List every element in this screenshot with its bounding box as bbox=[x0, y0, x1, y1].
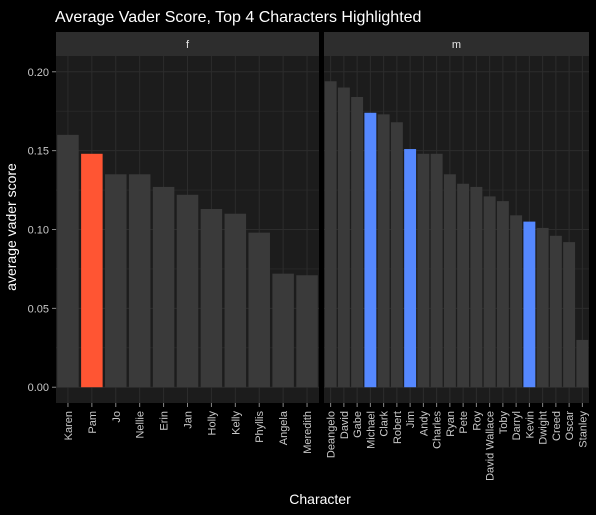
y-tick-label: 0.15 bbox=[28, 146, 49, 158]
bar-ryan bbox=[443, 174, 456, 388]
x-tick-label: Deangelo bbox=[326, 411, 338, 458]
x-tick-label: Stanley bbox=[577, 411, 589, 448]
bar-roy bbox=[470, 186, 483, 388]
bar-nellie bbox=[128, 174, 151, 388]
bar-holly bbox=[200, 208, 223, 388]
y-tick-label: 0.20 bbox=[28, 67, 49, 79]
bar-stanley bbox=[576, 339, 589, 388]
bar-toby bbox=[496, 201, 509, 388]
chart-title: Average Vader Score, Top 4 Characters Hi… bbox=[55, 9, 421, 26]
bar-angela bbox=[272, 273, 294, 388]
x-tick-label: Erin bbox=[159, 411, 171, 431]
x-tick-label: David bbox=[339, 411, 351, 439]
x-tick-label: Pam bbox=[87, 411, 99, 434]
x-tick-label: David Wallace bbox=[485, 411, 497, 481]
bar-andy bbox=[417, 153, 430, 388]
x-tick-label: Gabe bbox=[352, 411, 364, 438]
x-tick-label: Michael bbox=[365, 411, 377, 449]
bar-jim bbox=[404, 149, 417, 388]
bar-kelly bbox=[224, 213, 247, 388]
y-axis-label: average vader score bbox=[3, 163, 19, 291]
x-tick-label: Holly bbox=[206, 411, 218, 436]
bar-david-wallace bbox=[483, 196, 496, 388]
x-tick-label: Kevin bbox=[524, 411, 536, 439]
bar-pete bbox=[457, 183, 470, 388]
bar-karen bbox=[57, 134, 79, 388]
bar-kevin bbox=[523, 221, 536, 388]
x-tick-label: Meredith bbox=[302, 411, 314, 454]
x-tick-label: Roy bbox=[471, 411, 483, 431]
x-tick-label: Jan bbox=[183, 411, 195, 429]
x-tick-label: Charles bbox=[432, 411, 444, 449]
bar-creed bbox=[549, 235, 562, 388]
bar-charles bbox=[430, 153, 443, 388]
bar-erin bbox=[152, 186, 175, 388]
facet-strip-label: f bbox=[186, 39, 190, 51]
x-tick-label: Nellie bbox=[135, 411, 147, 439]
x-tick-label: Dwight bbox=[538, 411, 550, 445]
bar-robert bbox=[390, 122, 403, 388]
x-tick-label: Creed bbox=[551, 411, 563, 441]
bar-oscar bbox=[563, 242, 576, 388]
bar-gabe bbox=[351, 97, 364, 388]
bar-jan bbox=[176, 194, 199, 388]
x-tick-label: Pete bbox=[458, 411, 470, 434]
bar-michael bbox=[364, 112, 377, 388]
x-tick-label: Ryan bbox=[445, 411, 457, 437]
x-tick-label: Kelly bbox=[230, 411, 242, 435]
bar-deangelo bbox=[324, 81, 337, 388]
bar-phyllis bbox=[248, 232, 270, 388]
facet-strip-m bbox=[324, 32, 589, 56]
x-tick-label: Andy bbox=[418, 411, 430, 437]
bar-jo bbox=[105, 174, 127, 388]
bar-dwight bbox=[536, 227, 549, 388]
y-tick-label: 0.10 bbox=[28, 225, 49, 237]
bar-darryl bbox=[510, 215, 523, 388]
x-tick-label: Robert bbox=[392, 411, 404, 444]
x-axis-label: Character bbox=[289, 491, 351, 507]
y-tick-label: 0.05 bbox=[28, 303, 49, 315]
x-tick-label: Jim bbox=[405, 411, 417, 428]
x-tick-label: Oscar bbox=[564, 411, 576, 441]
x-tick-label: Karen bbox=[63, 411, 75, 440]
bar-david bbox=[337, 87, 350, 388]
bar-pam bbox=[81, 153, 103, 388]
bar-clark bbox=[377, 114, 390, 388]
x-tick-label: Darryl bbox=[511, 411, 523, 440]
facet-strip-f bbox=[56, 32, 319, 56]
bar-meredith bbox=[296, 275, 318, 388]
x-tick-label: Jo bbox=[111, 411, 123, 423]
x-tick-label: Angela bbox=[278, 410, 290, 445]
y-tick-label: 0.00 bbox=[28, 382, 49, 394]
x-tick-label: Toby bbox=[498, 411, 510, 435]
x-tick-label: Clark bbox=[379, 411, 391, 437]
x-tick-label: Phyllis bbox=[254, 411, 266, 443]
facet-strip-label: m bbox=[452, 39, 461, 51]
